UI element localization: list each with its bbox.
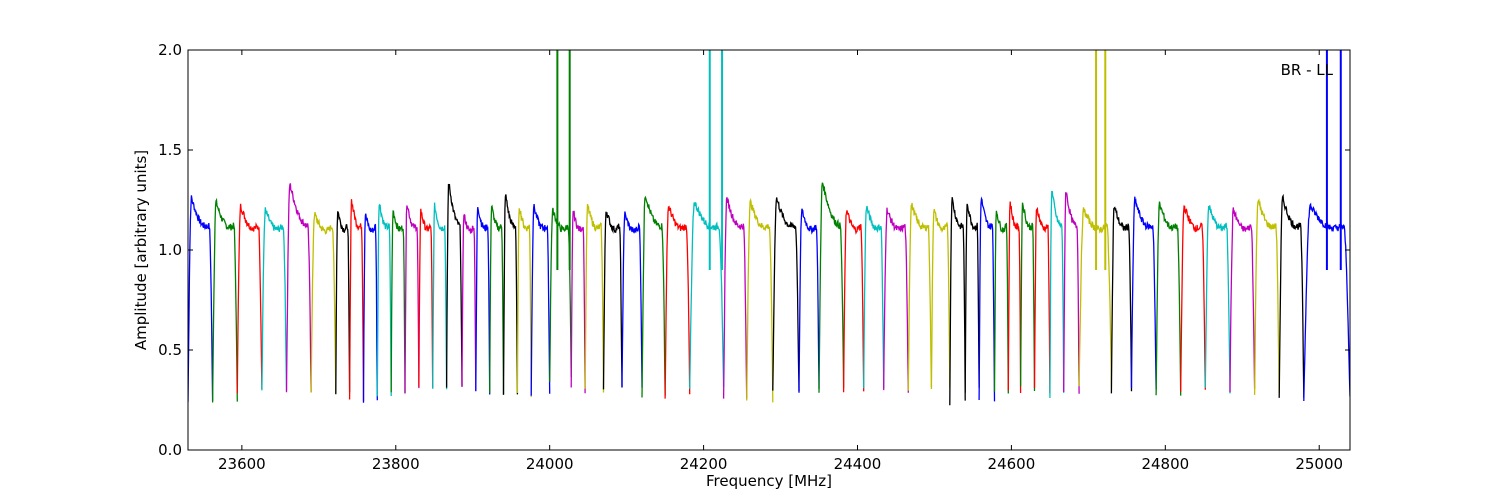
spectrum-segment-18: [489, 204, 505, 396]
spectrum-segment-43: [993, 210, 1009, 394]
spectrum-segment-50: [1110, 206, 1133, 394]
spectrum-segment-15: [445, 183, 463, 388]
spectrum-segment-35: [842, 210, 865, 393]
spectrum-segment-16: [461, 213, 477, 391]
spectrum-segment-55: [1229, 207, 1256, 393]
spectrum-segment-1: [188, 195, 214, 403]
x-tick-label: 24400: [834, 455, 882, 473]
spectrum-segment-2: [211, 197, 238, 403]
spectrum-segment-38: [907, 202, 933, 391]
x-tick-label: 24000: [526, 455, 574, 473]
annotation-label: BR - LL: [1281, 61, 1334, 79]
spectrum-segment-48: [1063, 192, 1080, 394]
y-tick-label: 1.5: [158, 141, 182, 159]
x-tick-label: 23600: [218, 455, 266, 473]
x-tick-label: 23800: [372, 455, 420, 473]
spectrum-segment-6: [310, 212, 337, 394]
spectrum-segment-40: [949, 197, 966, 406]
y-tick-label: 2.0: [158, 41, 182, 59]
spectrum-segment-42: [978, 196, 996, 402]
spectrum-segment-54: [1204, 205, 1231, 394]
spectrum-segment-39: [930, 208, 951, 390]
y-axis-label: Amplitude [arbitrary units]: [132, 150, 150, 350]
spectrum-segment-7: [335, 211, 351, 395]
spectrum-segment-4: [261, 207, 288, 391]
spectrum-segment-3: [236, 203, 263, 394]
spectrum-segment-29: [689, 201, 725, 389]
spectrum-segment-10: [376, 203, 392, 397]
spectrum-segment-19: [502, 194, 519, 395]
spectrum-segment-27: [641, 195, 666, 398]
spectrum-segment-31: [746, 197, 774, 403]
spectrum-segment-30: [722, 197, 748, 399]
spectrum-segment-23: [570, 210, 586, 394]
trace-group: [188, 50, 1350, 406]
spectrum-segment-24: [584, 203, 605, 393]
spectrum-segment-41: [964, 203, 980, 393]
y-axis: 0.0 0.5 1.0 1.5 2.0: [158, 41, 1350, 459]
spectrum-segment-17: [475, 206, 491, 395]
spectrum-segment-37: [883, 207, 909, 393]
spectrum-segment-11: [390, 210, 406, 394]
spectrum-segment-44: [1007, 201, 1022, 394]
y-tick-label: 1.0: [158, 241, 182, 259]
spectrum-segment-51: [1130, 196, 1157, 390]
spectrum-segment-45: [1019, 202, 1036, 392]
y-tick-label: 0.0: [158, 441, 182, 459]
x-axis: 23600 23800 24000 24200 24400 24600 24800 25000: [218, 50, 1343, 473]
spectrum-segment-22: [549, 207, 572, 382]
spectrum-segment-13: [418, 208, 434, 389]
spectrum-segment-9: [362, 213, 378, 403]
spectrum-segment-26: [621, 211, 643, 388]
x-axis-label: Frequency [MHz]: [706, 472, 832, 490]
spectrum-segment-14: [432, 202, 448, 390]
spectrum-segment-5: [285, 183, 312, 393]
spectrum-segment-21: [530, 204, 551, 396]
spectrum-segment-32: [772, 197, 800, 392]
spectrum-segment-20: [516, 208, 532, 397]
spectrum-segment-12: [404, 205, 420, 394]
x-tick-label: 24600: [988, 455, 1036, 473]
spectrum-segment-34: [818, 182, 845, 393]
x-tick-label: 24200: [680, 455, 728, 473]
spectrum-segment-46: [1033, 206, 1051, 394]
spectrum-segment-52: [1155, 201, 1182, 396]
spectrum-segment-33: [798, 208, 820, 393]
spectrum-segment-25: [602, 211, 623, 390]
y-tick-label: 0.5: [158, 341, 182, 359]
spectrum-segment-8: [348, 199, 365, 402]
x-tick-label: 24800: [1141, 455, 1189, 473]
spectrum-segment-53: [1180, 205, 1206, 392]
spectrum-segment-47: [1049, 190, 1065, 399]
spectrum-segment-28: [664, 205, 691, 399]
spectrum-segment-36: [863, 205, 885, 389]
spectrum-segment-57: [1278, 193, 1305, 398]
x-tick-label: 25000: [1295, 455, 1343, 473]
spectrum-segment-56: [1253, 198, 1280, 395]
